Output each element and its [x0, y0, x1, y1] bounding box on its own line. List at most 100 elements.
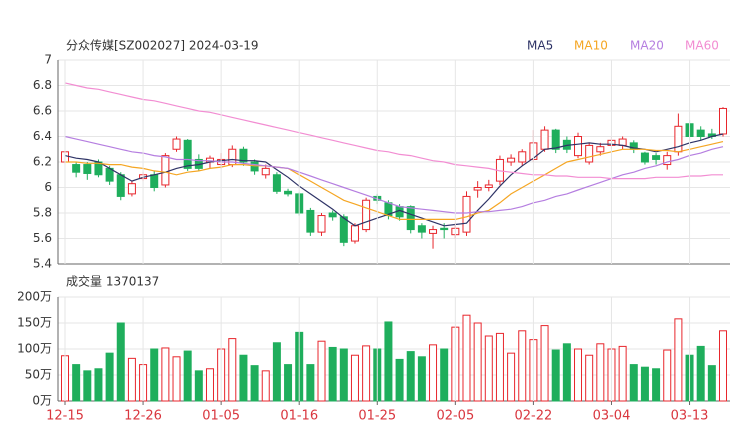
- x-tick-label: 02-22: [515, 409, 553, 424]
- volume-bar: [707, 365, 716, 402]
- y-tick-label: 100万: [17, 342, 52, 356]
- volume-bar: [417, 356, 426, 402]
- candle-body: [473, 187, 482, 191]
- ma-line: [65, 141, 724, 220]
- y-tick-label: 5.8: [33, 206, 52, 220]
- volume-bar: [150, 348, 159, 402]
- volume-bar: [674, 318, 683, 402]
- volume-bar: [395, 358, 404, 402]
- candle-body: [574, 136, 583, 157]
- candle-body: [317, 215, 326, 233]
- candle-body: [183, 139, 192, 169]
- volume-bar: [261, 370, 270, 402]
- x-tick-label: 03-13: [671, 409, 709, 424]
- legend-label: MA20: [630, 39, 664, 53]
- x-tick-label: 01-25: [358, 409, 396, 424]
- legend-label: MA5: [527, 39, 553, 53]
- candle-body: [127, 183, 136, 195]
- candle-body: [239, 148, 248, 163]
- y-tick-label: 7: [44, 53, 52, 67]
- candle-body: [116, 174, 125, 197]
- candle-body: [484, 184, 493, 188]
- candle-body: [596, 146, 605, 153]
- candle-body: [161, 155, 170, 186]
- x-tick-label: 01-05: [202, 409, 240, 424]
- volume-bar: [317, 340, 326, 402]
- candle-body: [339, 216, 348, 243]
- candle-body: [585, 144, 594, 163]
- volume-bar: [362, 345, 371, 402]
- y-tick-label: 200万: [17, 290, 52, 304]
- volume-bar: [116, 322, 125, 402]
- volume-bar: [194, 370, 203, 402]
- volume-bar: [406, 351, 415, 402]
- volume-bar: [551, 349, 560, 402]
- volume-bar: [585, 354, 594, 402]
- candle-body: [674, 125, 683, 153]
- volume-bar: [429, 344, 438, 402]
- candle-body: [462, 195, 471, 233]
- volume-bar: [161, 347, 170, 402]
- candle-body: [618, 138, 627, 146]
- ma-line: [64, 135, 724, 214]
- volume-bar: [94, 368, 103, 402]
- volume-bar: [105, 352, 114, 402]
- candle-body: [518, 151, 527, 163]
- volume-bar: [339, 348, 348, 402]
- candle-body: [719, 107, 727, 135]
- volume-bar: [172, 356, 181, 402]
- candle-body: [284, 190, 293, 195]
- x-tick-label: 01-16: [280, 409, 318, 424]
- volume-bar: [652, 368, 661, 402]
- candle-body: [551, 129, 560, 150]
- x-tick-label: 03-04: [593, 409, 631, 424]
- candle-body: [72, 164, 81, 173]
- candle-body: [250, 161, 259, 172]
- ma-line: [64, 133, 724, 227]
- volume-bar: [462, 314, 471, 402]
- x-tick-label: 12-26: [124, 409, 162, 424]
- y-tick-label: 6.4: [33, 129, 52, 143]
- ma-line: [64, 82, 723, 180]
- x-tick-label: 12-15: [46, 409, 84, 424]
- candle-body: [440, 227, 449, 231]
- y-tick-label: 6.6: [33, 104, 52, 118]
- y-tick-label: 50万: [25, 368, 52, 382]
- volume-bar: [719, 330, 727, 402]
- y-tick-label: 6.8: [33, 78, 52, 92]
- candle-body: [362, 199, 371, 231]
- y-tick-label: 6.2: [33, 155, 52, 169]
- volume-title: 成交量 1370137: [66, 274, 159, 289]
- candle-body: [652, 155, 661, 160]
- volume-bar: [83, 370, 92, 402]
- volume-bar: [540, 325, 549, 402]
- volume-bar: [228, 338, 237, 402]
- volume-bar: [518, 330, 527, 402]
- y-tick-label: 5.4: [33, 257, 52, 271]
- volume-bar: [306, 364, 315, 402]
- volume-bar: [696, 345, 705, 402]
- candle-body: [696, 129, 705, 137]
- volume-bar: [350, 354, 359, 402]
- legend-label: MA10: [574, 39, 608, 53]
- volume-bar: [473, 322, 482, 402]
- volume-bar: [250, 365, 259, 402]
- volume-bar: [629, 364, 638, 402]
- volume-bar: [384, 321, 393, 402]
- volume-bar: [72, 364, 81, 402]
- chart-title: 分众传媒[SZ002027] 2024-03-19: [66, 38, 259, 53]
- candle-body: [507, 157, 516, 163]
- volume-bar: [640, 366, 649, 402]
- y-tick-label: 0万: [32, 394, 52, 408]
- legend-label: MA60: [685, 39, 719, 53]
- candle-body: [540, 129, 549, 150]
- volume-bar: [127, 357, 136, 402]
- volume-bar: [495, 332, 504, 402]
- candle-body: [663, 155, 672, 166]
- volume-bar: [663, 349, 672, 402]
- volume-bar: [284, 364, 293, 402]
- candle-body: [429, 229, 438, 234]
- volume-bar: [183, 350, 192, 402]
- volume-bar: [484, 335, 493, 402]
